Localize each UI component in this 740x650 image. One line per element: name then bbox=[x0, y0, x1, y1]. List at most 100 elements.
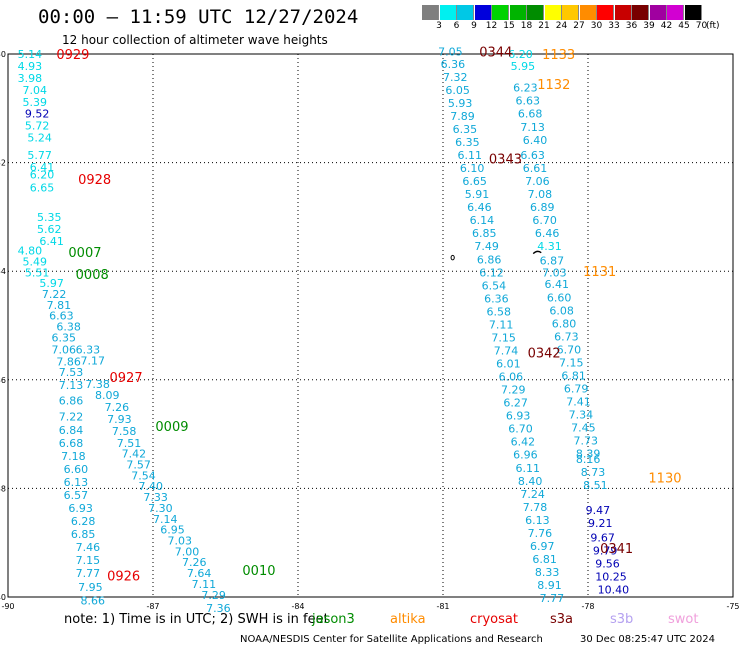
pass-time-label: 0008 bbox=[76, 268, 109, 283]
wave-height-value: 7.49 bbox=[474, 240, 499, 253]
wave-height-value: 7.40 bbox=[139, 480, 164, 493]
credit-line: NOAA/NESDIS Center for Satellite Applica… bbox=[240, 634, 543, 645]
wave-height-value: 7.58 bbox=[112, 425, 136, 438]
wave-height-value: 5.95 bbox=[511, 60, 535, 73]
wave-height-value: 6.60 bbox=[547, 291, 572, 304]
wave-height-value: 7.95 bbox=[78, 581, 103, 594]
wave-height-value: 7.03 bbox=[542, 266, 567, 279]
wave-height-value: 6.70 bbox=[508, 423, 533, 436]
wave-height-value: 7.77 bbox=[540, 592, 565, 605]
wave-height-value: 6.35 bbox=[453, 123, 478, 136]
wave-height-value: 7.46 bbox=[76, 541, 101, 554]
wave-height-value: 6.27 bbox=[503, 397, 527, 410]
wave-height-value: 6.46 bbox=[535, 227, 560, 240]
wave-height-value: 9.52 bbox=[25, 108, 49, 121]
wave-height-value: 7.30 bbox=[148, 502, 173, 515]
wave-height-value: 7.03 bbox=[168, 535, 193, 548]
wave-height-value: 5.51 bbox=[25, 266, 49, 279]
scale-label-42: 42 bbox=[660, 21, 673, 31]
wave-height-value: 6.86 bbox=[477, 253, 502, 266]
wave-height-value: 3.98 bbox=[18, 72, 42, 85]
wave-height-value: 6.41 bbox=[545, 278, 570, 291]
wave-height-value: 7.14 bbox=[153, 513, 178, 526]
pass-time-label: 0928 bbox=[78, 173, 111, 188]
pass-time-label: 0344 bbox=[479, 45, 512, 60]
wave-height-value: 5.62 bbox=[37, 223, 62, 236]
wave-height-value: 7.11 bbox=[192, 578, 217, 591]
wave-height-value: 6.79 bbox=[564, 382, 589, 395]
wave-height-value: 7.08 bbox=[528, 188, 553, 201]
wave-height-value: 5.91 bbox=[465, 188, 490, 201]
wave-height-color-scale: 3 6 9 12 15 18 21 24 27 30 33 36 39 42 45 70 (ft) bbox=[422, 5, 728, 35]
pass-time-label: 0929 bbox=[56, 48, 89, 63]
wave-height-value: 7.53 bbox=[59, 366, 84, 379]
scale-swatch-15 bbox=[492, 5, 509, 20]
wave-height-value: 6.81 bbox=[532, 553, 557, 566]
wave-height-value: 8.39 bbox=[576, 448, 601, 461]
scale-label-12: 12 bbox=[485, 21, 498, 31]
lon-label: -87 bbox=[146, 602, 159, 611]
wave-height-value: 6.65 bbox=[462, 175, 487, 188]
wave-height-value: 6.01 bbox=[496, 358, 520, 371]
wave-height-value: 7.41 bbox=[566, 396, 591, 409]
wave-height-value: 7.06 bbox=[525, 175, 550, 188]
wave-height-value: 6.85 bbox=[71, 528, 96, 541]
wave-height-value: 10.25 bbox=[595, 570, 627, 583]
wave-height-value: 6.86 bbox=[59, 394, 84, 407]
wave-height-value: 6.60 bbox=[64, 463, 88, 476]
scale-swatch-33 bbox=[597, 5, 614, 20]
wave-height-value: 6.70 bbox=[532, 214, 557, 227]
wave-height-value: 6.95 bbox=[160, 524, 185, 537]
wave-height-value: 7.17 bbox=[81, 354, 106, 367]
wave-height-value: 6.63 bbox=[520, 149, 545, 162]
wave-height-value: 7.22 bbox=[59, 411, 84, 424]
wave-height-value: 4.80 bbox=[18, 245, 42, 258]
lon-label: -75 bbox=[726, 602, 739, 611]
wave-height-value: 7.64 bbox=[187, 567, 212, 580]
satellite-legend-s3a: s3a bbox=[550, 612, 574, 627]
scale-swatch-36 bbox=[614, 5, 632, 20]
scale-label-45: 45 bbox=[678, 21, 690, 31]
map-frame bbox=[7, 53, 734, 598]
scale-swatch-6 bbox=[439, 5, 457, 20]
wave-height-value: 6.41 bbox=[39, 235, 64, 248]
wave-height-value: 7.15 bbox=[76, 554, 101, 567]
wave-height-value: 5.35 bbox=[37, 211, 62, 224]
wave-height-value: 6.58 bbox=[487, 305, 512, 318]
wave-height-value: 6.35 bbox=[52, 331, 77, 344]
pass-time-label: 0010 bbox=[242, 564, 275, 579]
lat-label: -36 bbox=[0, 376, 6, 385]
wave-height-value: 6.68 bbox=[518, 108, 543, 121]
wave-height-value: 6.20 bbox=[508, 48, 533, 61]
wave-height-value: 6.87 bbox=[540, 254, 565, 267]
wave-height-value: 7.33 bbox=[143, 491, 168, 504]
wave-height-value: 7.05 bbox=[438, 45, 463, 58]
scale-swatch-18 bbox=[509, 5, 527, 20]
scale-label-15: 15 bbox=[503, 21, 515, 31]
scale-swatch-9 bbox=[457, 5, 474, 20]
wave-height-value: 7.86 bbox=[56, 355, 80, 368]
wave-height-value: 7.32 bbox=[443, 71, 468, 84]
wave-height-value: 7.76 bbox=[528, 527, 553, 540]
scale-swatch-12 bbox=[474, 5, 492, 20]
scale-label-3: 3 bbox=[436, 21, 442, 31]
wave-height-value: 6.70 bbox=[557, 343, 582, 356]
wave-height-value: 7.36 bbox=[206, 602, 231, 615]
wave-height-value: 5.72 bbox=[25, 120, 49, 133]
wave-height-value: 5.49 bbox=[23, 255, 48, 268]
wave-height-value: 6.28 bbox=[71, 515, 96, 528]
wave-height-value: 6.13 bbox=[64, 476, 88, 489]
wave-height-value: 6.63 bbox=[49, 310, 73, 323]
wave-height-value: 5.77 bbox=[27, 149, 52, 162]
wave-height-value: 7.74 bbox=[494, 344, 519, 357]
page-title: 00:00 – 11:59 UTC 12/27/2024 bbox=[38, 6, 359, 28]
wave-height-value: 8.66 bbox=[81, 594, 106, 607]
wave-height-value: 7.34 bbox=[569, 409, 594, 422]
satellite-legend-cryosat: cryosat bbox=[470, 612, 518, 627]
pass-time-label: 0007 bbox=[68, 246, 101, 261]
wave-height-value: 6.36 bbox=[441, 58, 466, 71]
wave-height-value: 8.51 bbox=[583, 479, 608, 492]
wave-height-value: 7.38 bbox=[85, 378, 110, 391]
wave-height-value: 6.80 bbox=[552, 317, 577, 330]
lat-label: -38 bbox=[0, 484, 6, 493]
